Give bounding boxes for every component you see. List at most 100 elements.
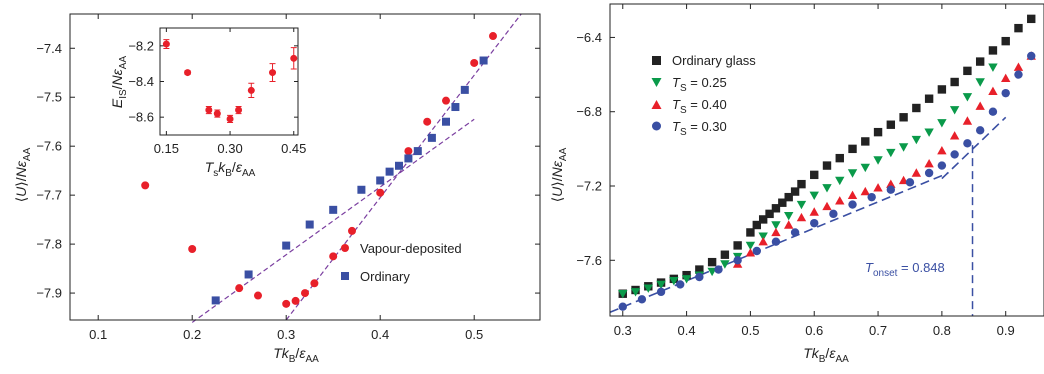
ordinary-glass-point <box>873 127 883 137</box>
ordinary-point <box>442 117 450 126</box>
inset-point <box>162 40 170 48</box>
ts040-point <box>962 116 973 125</box>
x-tick-label: 0.1 <box>89 327 107 342</box>
panel-a-inset: 0.15 0.30 0.45 −8.2 −8.4 −8.6 TskB/εAA EIS/N… <box>109 27 306 179</box>
ts030-point <box>656 287 666 297</box>
ts025-point <box>669 277 679 286</box>
ts040-point <box>822 201 832 211</box>
inset-ylabel: EIS/NεAA <box>109 56 129 109</box>
x-tick-label: 0.3 <box>277 327 295 342</box>
onset-annotation: Tonset = 0.848 <box>865 260 945 279</box>
ts030-point <box>810 218 819 228</box>
ts030-point <box>867 192 876 202</box>
legend-label-ordinary: Ordinary <box>360 269 410 284</box>
inset-point <box>226 115 234 123</box>
ordinary-glass-point <box>771 204 781 213</box>
x-tick-label: 0.5 <box>465 327 483 342</box>
panel-a: 0.1 0.2 0.3 0.4 0.5 −7.4 −7.5 −7.6 −7.7 −7.8 −7.9… <box>13 13 541 365</box>
ts040-point <box>873 183 883 192</box>
x-tick-label: 0.5 <box>741 323 759 338</box>
ordinary-point <box>376 176 385 185</box>
inset-point <box>247 86 255 94</box>
ts030-point <box>752 246 761 256</box>
panel-a-ytick-labels: −7.4 −7.5 −7.6 −7.7 −7.8 −7.9 <box>36 41 62 301</box>
ts040-point <box>924 159 934 168</box>
ordinary-glass-point <box>752 220 761 230</box>
inset-point <box>213 110 221 118</box>
panel-b-ylabel: ⟨U⟩/NεAA <box>549 147 569 202</box>
ts030-point <box>988 107 998 116</box>
ts025-point <box>784 212 794 221</box>
ts025-point <box>796 200 807 210</box>
ts025-point <box>720 260 730 269</box>
inset-ticks <box>160 28 298 135</box>
ts030-point <box>905 178 915 187</box>
ordinary-glass-point <box>810 170 819 180</box>
ordinary-point <box>427 133 436 142</box>
legend-marker-ordinary <box>341 272 349 280</box>
ordinary-glass-point <box>720 250 730 259</box>
ts025-point <box>758 232 768 241</box>
x-tick-label: 0.6 <box>805 323 823 338</box>
inset-point <box>235 106 243 114</box>
ordinary-point <box>305 220 314 229</box>
ts040-point <box>784 220 794 229</box>
vapour-point <box>489 32 497 41</box>
ts030-point <box>771 237 781 246</box>
ts040-point <box>975 101 985 110</box>
ordinary-point <box>282 241 291 250</box>
legend-label-ts030: TS = 0.30 <box>672 119 727 138</box>
legend-label-ts025: TS = 0.25 <box>672 75 727 94</box>
vapour-point <box>329 252 338 261</box>
vapour-point <box>348 226 356 235</box>
ts030-point <box>963 139 972 148</box>
panel-b-legend: Ordinary glass TS = 0.25 TS = 0.40 TS = … <box>651 53 756 138</box>
ordinary-glass-point <box>707 257 717 267</box>
ts025-point <box>886 148 896 158</box>
inset-points <box>162 39 298 124</box>
ts025-point <box>860 163 870 173</box>
panel-b-xtick-labels: 0.3 0.4 0.5 0.6 0.7 0.8 0.9 <box>614 323 1015 338</box>
ordinary-glass-point <box>963 66 972 76</box>
legend-marker-ordinary-glass <box>652 56 661 65</box>
ts025-point <box>630 288 641 297</box>
inset-ytick-labels: −8.2 −8.4 −8.6 <box>128 38 154 124</box>
ordinary-glass-point <box>835 153 844 163</box>
y-tick-label: −7.6 <box>576 253 602 268</box>
ts040-point <box>937 146 947 155</box>
y-tick-label: −7.2 <box>576 179 602 194</box>
ordinary-glass-point <box>733 241 742 250</box>
ts040-point <box>809 207 819 216</box>
ordinary-glass-point <box>778 198 787 207</box>
x-tick-label: 0.2 <box>183 327 201 342</box>
ts025-point <box>656 280 666 290</box>
ordinary-glass-point <box>1014 23 1023 33</box>
ts025-point <box>681 275 692 284</box>
y-tick-label: −7.9 <box>36 286 62 301</box>
ordinary-glass-point <box>988 46 998 55</box>
inset-point <box>184 69 192 77</box>
ts030-point <box>937 161 947 170</box>
ts040-point <box>745 248 756 257</box>
panel-b-xlabel: TkB/εAA <box>803 345 849 365</box>
fit-line-2 <box>285 13 522 321</box>
ordinary-point <box>404 154 413 163</box>
x-tick-label: 0.9 <box>997 323 1015 338</box>
ts025-point <box>975 78 985 87</box>
inset-point <box>205 106 213 114</box>
ts030-point <box>733 256 742 265</box>
ts025-point <box>962 93 973 102</box>
onset-annotation-sub: onset <box>873 268 898 279</box>
ts030-point <box>676 280 685 289</box>
legend-label-vapour: Vapour-deposited <box>360 241 462 256</box>
ordinary-glass-point <box>746 228 755 237</box>
ts025-point <box>771 221 781 230</box>
ts025-point <box>822 184 832 193</box>
legend-marker-ts030 <box>652 121 661 131</box>
ts025-point <box>847 169 858 178</box>
ts040-point <box>835 196 845 205</box>
x-tick-label: 0.7 <box>869 323 887 338</box>
legend-label-ordinary-glass: Ordinary glass <box>672 53 756 68</box>
x-tick-label: 0.15 <box>154 141 179 156</box>
